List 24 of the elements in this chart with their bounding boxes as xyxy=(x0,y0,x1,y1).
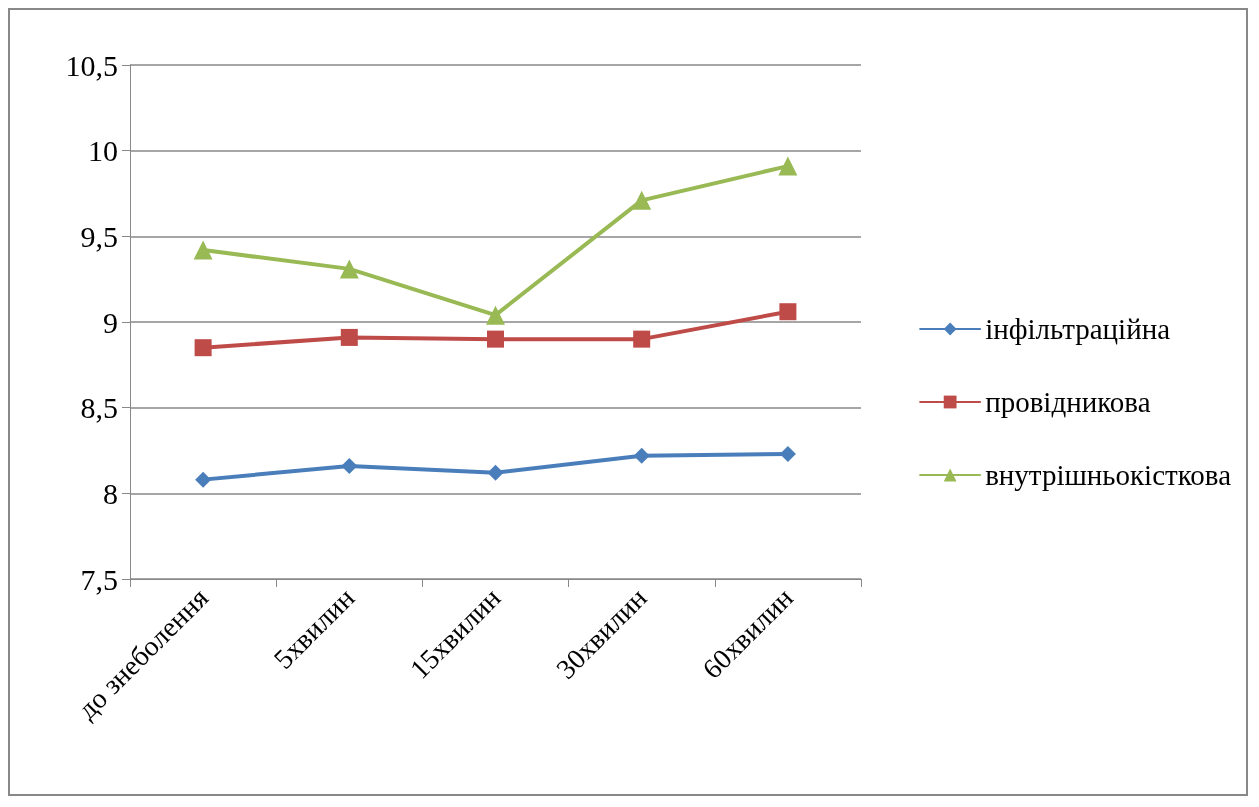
legend-label: внутрішньокісткова xyxy=(985,459,1232,491)
point xyxy=(340,328,358,346)
point xyxy=(193,240,213,260)
point xyxy=(339,259,359,279)
point xyxy=(195,471,212,488)
y-tick-label: 8,5 xyxy=(80,391,118,425)
point xyxy=(779,303,797,321)
y-tick-label: 10,5 xyxy=(65,48,118,82)
point xyxy=(633,447,650,464)
y-tick-label: 8 xyxy=(103,476,118,510)
point xyxy=(633,330,651,348)
point xyxy=(632,190,652,210)
point xyxy=(487,330,504,348)
y-tick-label: 9 xyxy=(103,305,118,339)
y-tick-label: 10 xyxy=(88,134,118,168)
point xyxy=(778,156,798,176)
point xyxy=(779,445,796,462)
legend-label: провідникова xyxy=(985,386,1151,418)
point xyxy=(486,305,505,325)
point xyxy=(194,339,212,357)
point xyxy=(487,464,504,481)
legend-label: інфільтраційна xyxy=(985,313,1171,345)
y-tick-label: 9,5 xyxy=(80,219,118,253)
point xyxy=(341,457,358,474)
